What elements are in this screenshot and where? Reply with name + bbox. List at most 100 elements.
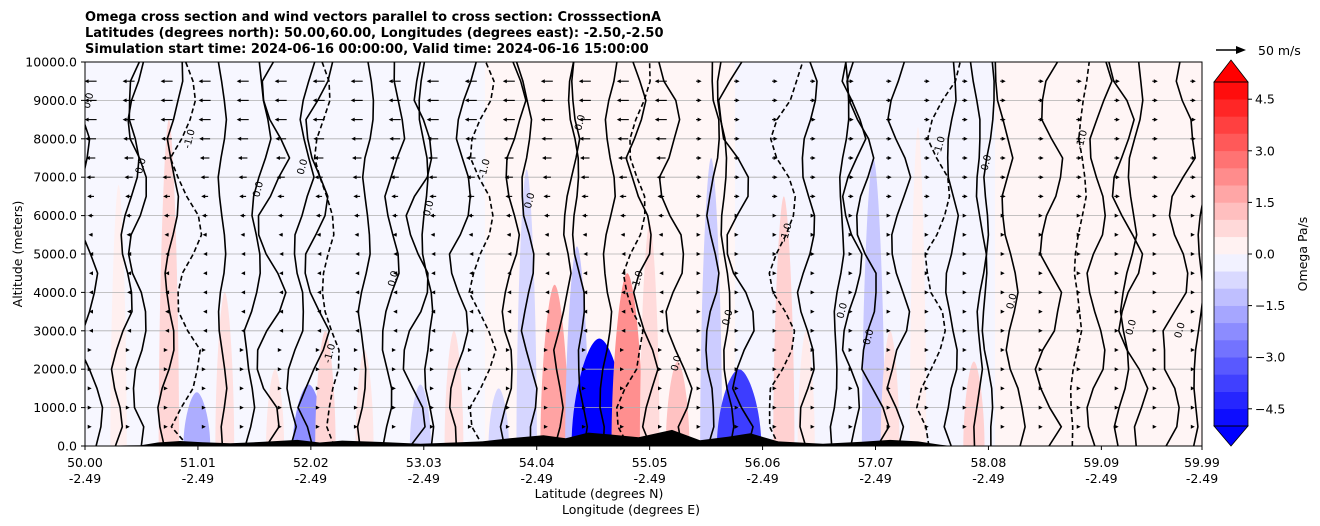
wind-vector-560 bbox=[1190, 252, 1195, 256]
wind-vector-450 bbox=[962, 175, 968, 180]
wind-vector-357 bbox=[772, 136, 778, 141]
wind-vector-444 bbox=[962, 290, 967, 295]
wind-vector-112 bbox=[274, 98, 287, 103]
wind-vector-135 bbox=[353, 386, 358, 391]
wind-vector-128 bbox=[313, 156, 324, 160]
wind-vector-336 bbox=[734, 175, 740, 180]
wind-vector-key: 50 m/s bbox=[1216, 43, 1301, 58]
wind-vector-270 bbox=[620, 348, 624, 352]
wind-vector-88 bbox=[239, 194, 247, 199]
wind-vector-26 bbox=[127, 290, 132, 295]
wind-vector-378 bbox=[810, 98, 816, 103]
wind-vector-231 bbox=[543, 367, 548, 372]
wind-vector-18 bbox=[85, 79, 97, 84]
wind-vector-316 bbox=[696, 194, 702, 199]
wind-vector-424 bbox=[924, 309, 929, 314]
wind-vector-511 bbox=[1076, 98, 1082, 103]
wind-vector-543 bbox=[1152, 213, 1157, 218]
wind-vector-264 bbox=[578, 98, 591, 103]
wind-vector-261 bbox=[580, 156, 590, 160]
wind-vector-86 bbox=[240, 232, 245, 237]
wind-vector-235 bbox=[545, 290, 550, 295]
wind-vector-93 bbox=[236, 98, 249, 103]
colorbar-segments bbox=[1214, 82, 1248, 427]
wind-vector-360 bbox=[772, 79, 778, 84]
wind-vector-240 bbox=[543, 194, 551, 199]
wind-vector-98 bbox=[277, 367, 282, 372]
wind-vector-446 bbox=[962, 252, 967, 256]
wind-vector-28 bbox=[127, 252, 132, 256]
wind-vector-494 bbox=[1076, 424, 1081, 429]
wind-vector-558 bbox=[1190, 290, 1195, 295]
contour-level-label-10: -1.0 bbox=[322, 343, 338, 365]
wind-vector-514 bbox=[1114, 405, 1119, 410]
wind-vector-42 bbox=[163, 348, 168, 352]
wind-vector-194 bbox=[467, 348, 472, 352]
wind-vector-319 bbox=[696, 136, 702, 141]
wind-vector-496 bbox=[1076, 386, 1081, 391]
wind-vector-436 bbox=[924, 79, 930, 84]
wind-vector-181 bbox=[430, 232, 435, 237]
wind-vector-401 bbox=[886, 386, 891, 391]
wind-vector-406 bbox=[886, 290, 891, 295]
wind-vector-538 bbox=[1152, 309, 1157, 314]
wind-vector-532 bbox=[1152, 424, 1157, 429]
wind-vector-56 bbox=[160, 79, 173, 84]
contour-line-35 bbox=[943, 62, 960, 446]
wind-vector-159 bbox=[393, 290, 398, 295]
wind-vector-398 bbox=[848, 79, 854, 84]
wind-vector-466 bbox=[1000, 232, 1005, 237]
wind-vector-393 bbox=[848, 175, 854, 180]
wind-vector-331 bbox=[734, 271, 739, 276]
wind-vector-196 bbox=[469, 309, 474, 314]
wind-vector-180 bbox=[431, 252, 436, 256]
wind-vector-167 bbox=[389, 136, 401, 141]
wind-vector-49 bbox=[163, 213, 170, 218]
wind-vector-228 bbox=[543, 424, 548, 429]
wind-vector-100 bbox=[279, 328, 284, 333]
wind-vector-415 bbox=[886, 117, 892, 122]
wind-vector-399 bbox=[886, 424, 891, 429]
wind-vector-529 bbox=[1114, 117, 1120, 122]
wind-vector-457 bbox=[1000, 405, 1005, 410]
wind-vector-84 bbox=[241, 271, 246, 276]
wind-vector-61 bbox=[201, 348, 206, 352]
contour-line-38 bbox=[994, 62, 1026, 446]
wind-vector-260 bbox=[580, 175, 589, 180]
wind-vector-386 bbox=[848, 309, 853, 314]
wind-vector-274 bbox=[621, 271, 626, 276]
wind-vector-57 bbox=[201, 424, 206, 429]
wind-vector-282 bbox=[616, 117, 629, 122]
x-tick-label-lon-3: -2.49 bbox=[408, 471, 440, 486]
wind-vector-284 bbox=[616, 79, 629, 84]
wind-vector-550 bbox=[1152, 79, 1158, 84]
wind-vector-198 bbox=[469, 271, 474, 276]
wind-vector-46 bbox=[165, 271, 170, 276]
wind-vector-130 bbox=[312, 117, 325, 122]
wind-vector-333 bbox=[734, 232, 739, 237]
wind-vector-492 bbox=[1038, 98, 1044, 103]
omega-region-16 bbox=[639, 223, 660, 446]
colorbar-ticks: 4.5 3.0 1.5 0.0 −1.5 −3.0 −4.5 bbox=[1248, 92, 1285, 416]
contour-line-32 bbox=[846, 62, 890, 446]
wind-vector-535 bbox=[1152, 367, 1157, 372]
wind-vector-433 bbox=[924, 136, 930, 141]
wind-vector-531 bbox=[1114, 79, 1120, 84]
wind-vector-504 bbox=[1076, 232, 1081, 237]
wind-vector-318 bbox=[696, 156, 702, 160]
wind-vector-363 bbox=[810, 386, 815, 391]
wind-vector-479 bbox=[1038, 348, 1043, 352]
wind-vector-469 bbox=[1000, 175, 1006, 180]
wind-vector-286 bbox=[658, 405, 662, 410]
wind-vector-355 bbox=[772, 175, 778, 180]
wind-vector-95 bbox=[277, 424, 282, 429]
wind-vector-522 bbox=[1114, 252, 1119, 256]
wind-vector-134 bbox=[353, 405, 358, 410]
wind-vector-428 bbox=[924, 232, 929, 237]
wind-vector-210 bbox=[505, 405, 510, 410]
terrain-profile bbox=[85, 429, 1202, 446]
wind-vector-70 bbox=[200, 175, 209, 180]
colorbar-tick-label-0: 4.5 bbox=[1255, 92, 1275, 107]
wind-vector-232 bbox=[543, 348, 548, 352]
contour-line-41 bbox=[1086, 62, 1113, 446]
